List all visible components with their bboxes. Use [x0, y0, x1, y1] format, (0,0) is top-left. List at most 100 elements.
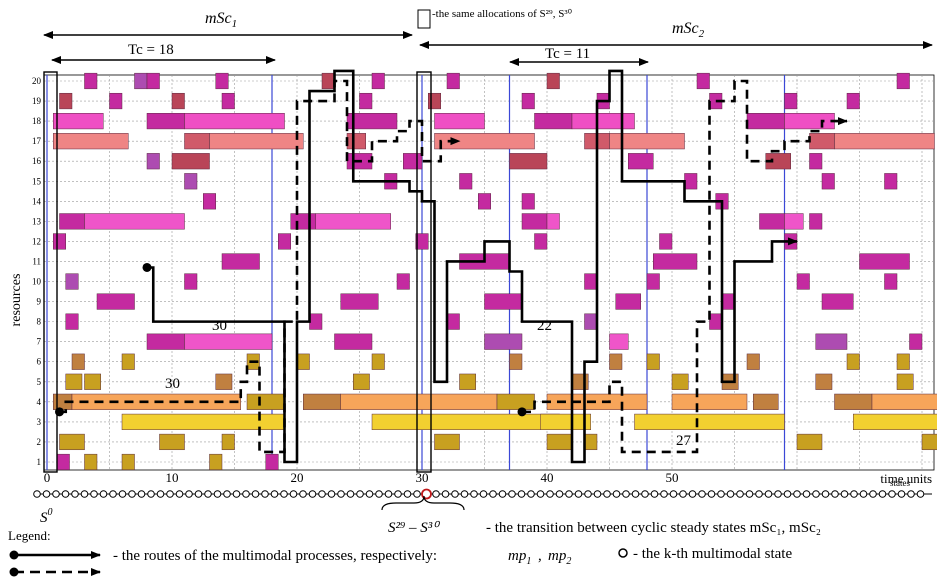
state-node [147, 490, 155, 498]
allocation-bar [415, 233, 429, 250]
top-annotations: mSc1 Tc = 18 mSc2 Tc = 11 -the same allo… [43, 8, 933, 66]
allocation-bar [534, 233, 548, 250]
allocation-bar [584, 313, 598, 330]
allocation-bar [84, 373, 101, 390]
allocation-bar [209, 133, 304, 150]
tc1-label: Tc = 18 [128, 42, 174, 58]
state-node [327, 490, 336, 498]
allocation-bar [346, 133, 366, 150]
state-node [299, 490, 307, 498]
allocation-bar [134, 72, 148, 90]
y-tick-label: 10 [32, 277, 42, 287]
allocation-bar [884, 173, 898, 190]
state-node [859, 490, 868, 498]
allocation-bar [784, 213, 804, 230]
allocation-bar [846, 92, 860, 110]
s0-label: S0 [40, 507, 53, 526]
y-tick-label: 6 [37, 357, 42, 367]
allocation-bar [184, 333, 273, 350]
allocation-bar [746, 113, 785, 130]
state-node [270, 490, 279, 498]
allocation-bar [846, 353, 860, 370]
label-30-bottom: 30 [165, 376, 180, 392]
transition-states: S²⁹ – S³⁰ [388, 520, 440, 536]
allocation-bar [340, 293, 379, 310]
state-node [280, 490, 288, 498]
allocation-bar [571, 373, 589, 390]
allocation-bar [446, 72, 460, 90]
allocation-bar [646, 273, 660, 290]
state-node [593, 490, 602, 498]
route-start-dot [142, 262, 152, 272]
allocation-bar [184, 273, 198, 290]
allocation-bar [184, 133, 210, 150]
state-node [204, 490, 212, 498]
state-node [669, 490, 678, 498]
allocation-bar [359, 92, 373, 110]
state-node [384, 490, 393, 498]
label-22: 22 [537, 318, 552, 334]
states-chain [33, 488, 932, 500]
allocation-bar [609, 333, 629, 350]
allocation-bar [809, 213, 823, 230]
state-node [660, 490, 668, 498]
state-node [755, 490, 763, 498]
state-node [451, 490, 459, 498]
allocation-bar [584, 433, 598, 451]
state-node [489, 490, 497, 498]
allocation-bar [209, 453, 223, 471]
route-mp2b [522, 79, 848, 454]
state-node [812, 490, 820, 498]
allocation-bar [759, 213, 785, 230]
state-node [308, 490, 317, 498]
allocation-bar [796, 273, 810, 290]
allocation-bar [309, 313, 323, 330]
allocation-bar [53, 133, 129, 150]
state-node [346, 490, 355, 498]
y-tick-label: 12 [32, 236, 41, 246]
allocation-bar [584, 273, 598, 290]
allocation-bar [834, 393, 873, 410]
allocation-bar [53, 233, 66, 250]
transition-text: - the transition between cyclic steady s… [486, 520, 821, 536]
allocation-bar [534, 113, 573, 130]
allocation-bar [659, 233, 673, 250]
allocation-bar [484, 333, 523, 350]
y-tick-label: 5 [37, 377, 42, 387]
allocation-bar [371, 413, 560, 430]
y-tick-label: 4 [37, 397, 42, 407]
state-node [612, 490, 621, 498]
y-tick-label: 16 [32, 156, 42, 166]
y-tick-label: 2 [37, 437, 42, 447]
allocation-bar [646, 353, 660, 370]
allocation-bar [146, 333, 185, 350]
x-tick-label: 0 [44, 470, 51, 485]
allocation-bar [84, 453, 98, 471]
y-axis-label: resources [9, 274, 24, 327]
y-tick-label: 19 [32, 96, 42, 106]
legend-mp1: mp1 [508, 548, 531, 567]
state-node [726, 490, 735, 498]
allocation-bar [371, 72, 385, 90]
allocation-bar [853, 413, 937, 430]
state-node [242, 490, 250, 498]
allocation-bar [521, 213, 548, 230]
allocation-bar [609, 133, 685, 150]
y-tick-label: 8 [37, 317, 42, 327]
state-node [223, 490, 231, 498]
allocation-bar [65, 373, 83, 390]
allocation-bar [71, 353, 85, 370]
allocation-bar [428, 92, 441, 110]
state-node [337, 490, 345, 498]
same-alloc-text: -the same allocations of S²⁹, S³⁰ [432, 8, 573, 20]
allocation-bar [215, 373, 233, 390]
state-node [774, 490, 782, 498]
label-30-top: 30 [212, 318, 227, 334]
allocation-bar [671, 393, 748, 410]
state-node [318, 490, 326, 498]
s0-box [43, 71, 58, 473]
y-tick-label: 1 [37, 457, 42, 467]
y-tick-label: 3 [37, 417, 42, 427]
